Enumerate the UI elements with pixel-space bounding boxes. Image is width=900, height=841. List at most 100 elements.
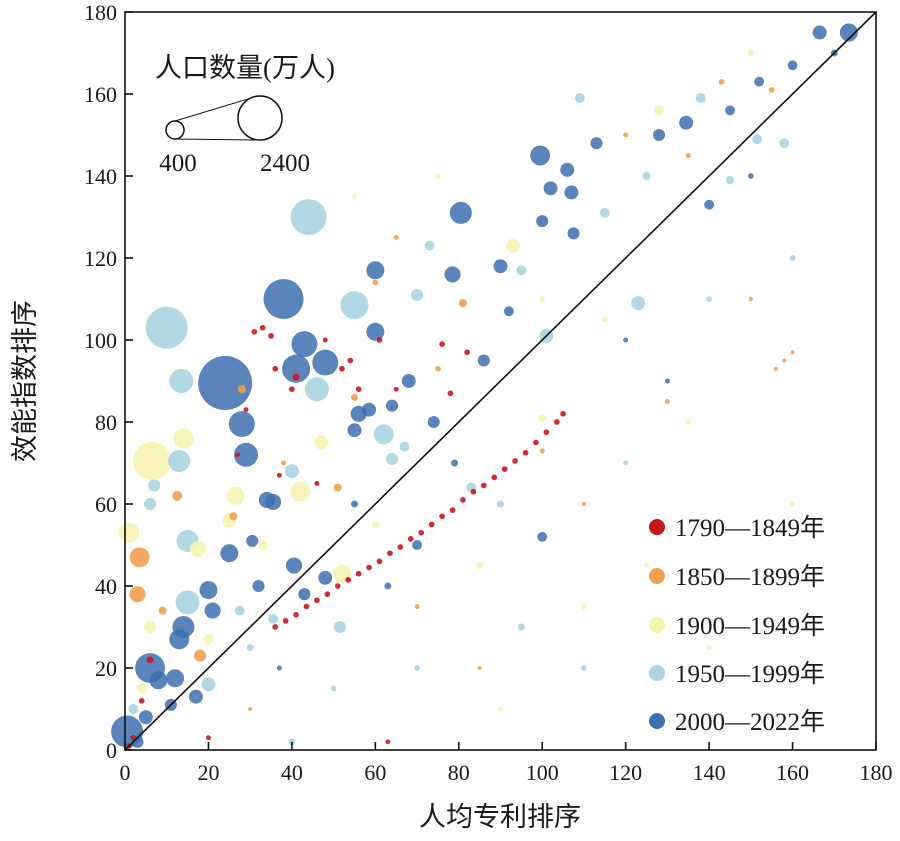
bubble-series-0 (449, 507, 456, 513)
legend-marker-1790-1849 (649, 519, 665, 535)
bubble-series-2 (314, 435, 329, 450)
bubble-series-0 (293, 611, 299, 618)
legend-marker-1850-1899 (649, 568, 665, 584)
legend-marker-2000-2022 (649, 713, 665, 729)
bubble-series-4 (725, 105, 735, 116)
bubble-series-4 (350, 500, 358, 508)
bubble-series-2 (226, 486, 245, 505)
bubble-series-4 (412, 540, 422, 550)
bubble-series-3 (752, 134, 763, 145)
bubble-series-3 (517, 623, 525, 631)
bubble-series-0 (560, 410, 566, 417)
bubble-series-2 (602, 317, 608, 322)
size-legend-title: 人口数量(万人) (155, 53, 335, 83)
bubble-series-0 (314, 481, 320, 486)
bubble-series-3 (246, 644, 254, 651)
bubble-series-1 (393, 235, 399, 240)
y-tick-label: 140 (84, 164, 117, 189)
bubble-series-3 (304, 377, 329, 402)
bubble-series-0 (272, 624, 279, 630)
bubble-series-1 (664, 399, 670, 404)
bubble-series-3 (623, 460, 629, 466)
bubble-series-4 (385, 399, 399, 412)
bubble-series-0 (376, 558, 383, 565)
y-tick-label: 60 (95, 492, 117, 517)
bubble-series-4 (384, 582, 392, 590)
bubble-series-4 (567, 227, 580, 240)
bubble-series-1 (685, 153, 691, 158)
bubble-series-4 (312, 349, 339, 376)
bubble-series-4 (401, 374, 416, 388)
bubble-series-4 (366, 322, 385, 341)
bubble-series-0 (347, 357, 354, 364)
bubble-series-0 (355, 570, 362, 577)
bubble-series-4 (812, 25, 827, 40)
bubble-series-4 (787, 60, 798, 71)
bubble-series-4 (265, 493, 282, 510)
bubble-series-0 (397, 544, 404, 550)
x-tick-label: 120 (609, 760, 642, 785)
bubble-series-4 (564, 185, 579, 200)
bubble-series-3 (373, 424, 394, 445)
bubble-series-4 (653, 128, 666, 142)
bubble-series-0 (314, 597, 320, 604)
bubble-series-3 (414, 665, 420, 671)
bubble-series-0 (334, 583, 341, 589)
bubble-series-3 (284, 464, 299, 479)
bubble-series-2 (371, 521, 379, 528)
bubble-series-0 (303, 603, 310, 610)
bubble-series-0 (130, 734, 137, 741)
bubble-series-1 (281, 460, 287, 466)
bubble-series-3 (574, 93, 585, 104)
size-legend: 人口数量(万人) 400 2400 (155, 53, 335, 177)
bubble-series-4 (493, 259, 508, 274)
bubble-series-1 (237, 385, 246, 394)
x-axis-title: 人均专利排序 (419, 802, 581, 832)
bubble-series-4 (198, 356, 253, 411)
bubble-series-4 (234, 442, 258, 467)
bubble-series-1 (782, 358, 787, 363)
bubble-series-3 (631, 296, 646, 311)
bubble-series-3 (581, 665, 587, 671)
y-tick-label: 180 (84, 0, 117, 25)
bubble-series-3 (288, 738, 296, 746)
bubble-series-4 (543, 181, 558, 196)
bubble-series-1 (333, 483, 342, 492)
bubble-series-0 (439, 513, 445, 520)
bubble-series-1 (248, 706, 253, 712)
bubble-series-0 (543, 429, 550, 436)
color-legend: 1790—1849年 1850—1899年 1900—1949年 1950—19… (649, 514, 825, 736)
bubble-series-4 (362, 402, 377, 417)
bubble-series-0 (385, 739, 391, 745)
x-tick-label: 80 (448, 760, 470, 785)
bubble-series-2 (189, 541, 207, 558)
y-tick-label: 100 (84, 328, 117, 353)
bubble-series-1 (773, 366, 778, 371)
bubble-series-3 (330, 685, 337, 692)
bubble-series-0 (322, 337, 328, 343)
bubble-series-2 (476, 562, 484, 569)
bubble-series-3 (516, 265, 527, 276)
bubble-series-2 (581, 603, 587, 610)
bubble-series-3 (148, 479, 161, 492)
bubble-series-0 (407, 536, 414, 542)
bubble-series-0 (460, 497, 466, 503)
bubble-series-4 (204, 602, 221, 619)
bubble-series-1 (748, 296, 753, 302)
x-tick-label: 0 (120, 760, 131, 785)
bubble-series-4 (282, 354, 311, 383)
bubble-series-4 (427, 415, 440, 429)
x-tick-label: 100 (526, 760, 559, 785)
bubble-series-0 (376, 337, 383, 343)
x-tick-label: 60 (364, 760, 386, 785)
legend-label-1900-1949: 1900—1949年 (675, 612, 825, 640)
bubble-series-3 (399, 441, 410, 452)
bubble-series-2 (143, 620, 157, 634)
bubble-series-0 (366, 564, 372, 571)
y-axis-title: 效能指数排序 (10, 300, 40, 462)
legend-label-1850-1899: 1850—1899年 (675, 563, 825, 591)
bubble-series-2 (173, 428, 194, 449)
bubble-series-3 (201, 677, 216, 692)
size-legend-circle-2400 (237, 95, 283, 141)
